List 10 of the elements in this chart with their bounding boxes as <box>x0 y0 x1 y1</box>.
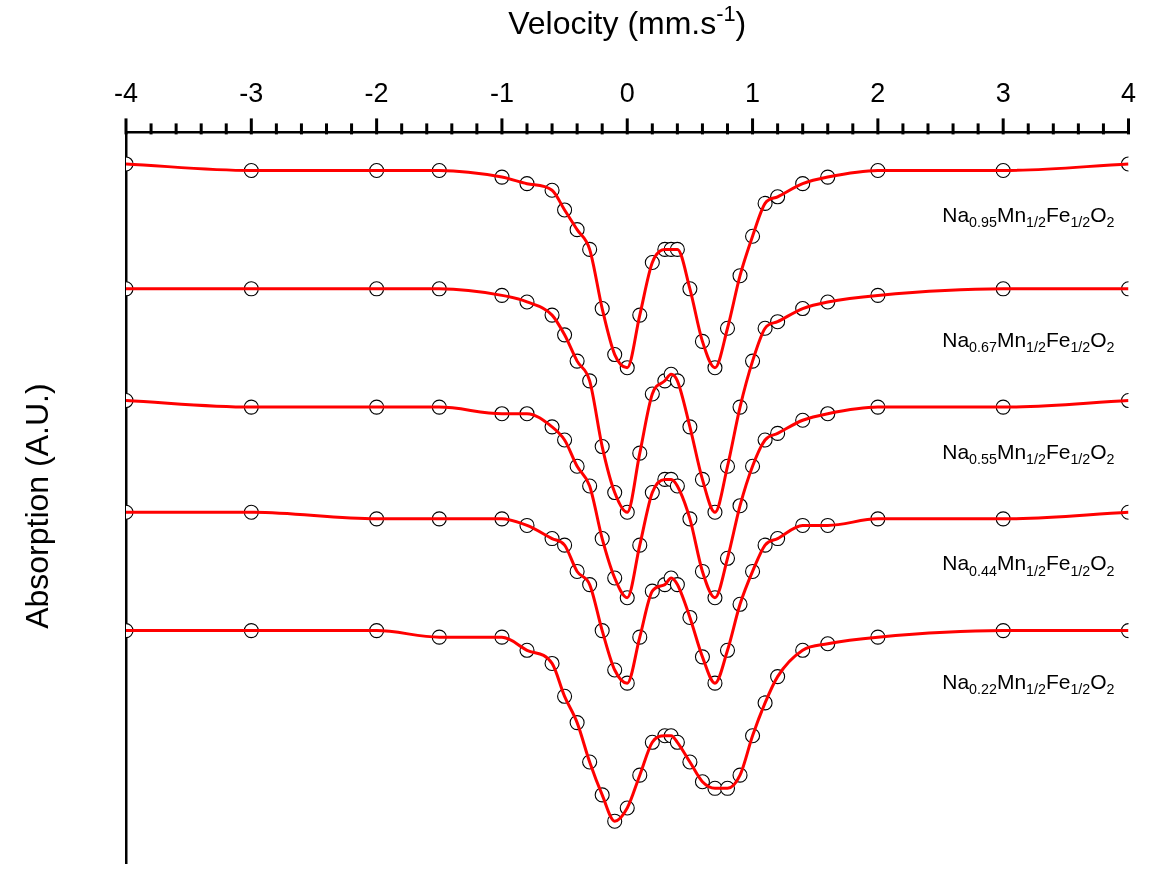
x-tick-label: -1 <box>489 77 514 108</box>
x-tick-label: 2 <box>870 77 886 108</box>
x-tick-label: -2 <box>364 77 389 108</box>
x-tick-label: 1 <box>745 77 761 108</box>
x-tick-label: -3 <box>239 77 264 108</box>
y-axis-title: Absorption (A.U.) <box>19 383 55 629</box>
x-tick-label: -4 <box>113 77 139 108</box>
x-tick-label: 3 <box>995 77 1011 108</box>
x-tick-label: 4 <box>1120 77 1137 108</box>
x-tick-label: 0 <box>619 77 635 108</box>
